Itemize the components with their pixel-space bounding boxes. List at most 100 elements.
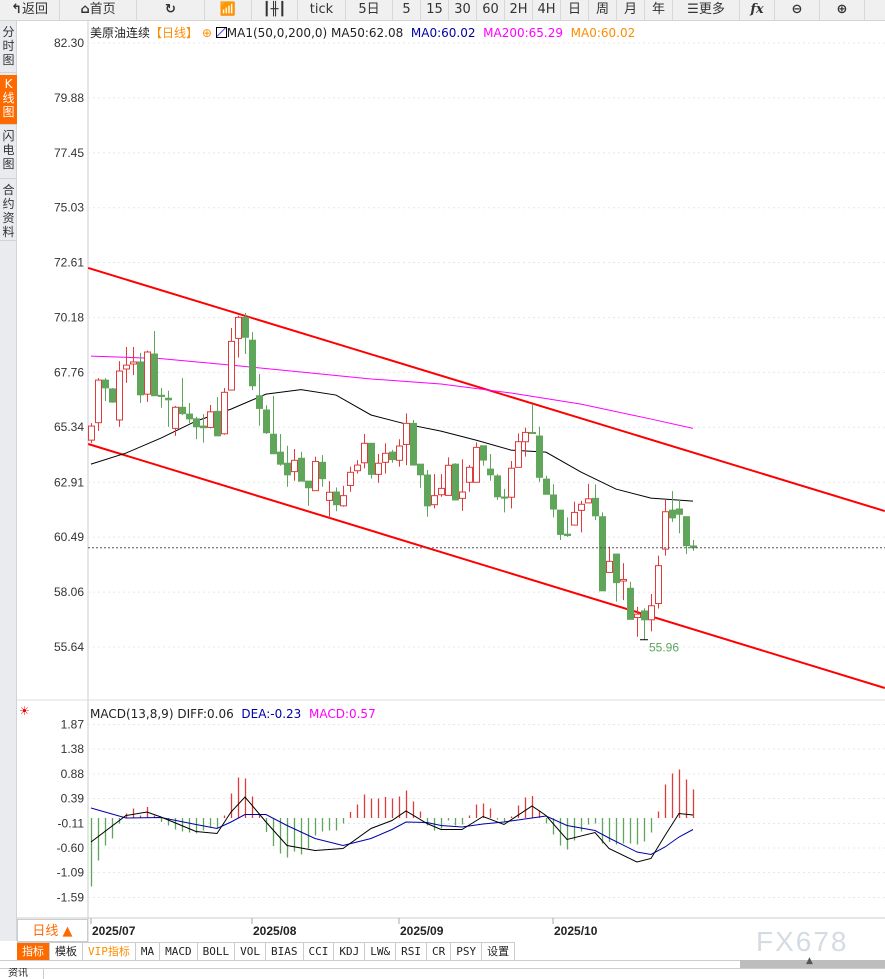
sidebar-tab-1[interactable]: K线图 [0,75,17,125]
candle [354,460,361,474]
crosshair-icon[interactable]: ⊕ [201,26,212,40]
sidebar-tab-3[interactable]: 合约资料 [0,181,17,241]
indicator-tab-ma[interactable]: MA [135,943,161,961]
toolbar-button-15[interactable]: 15 [421,0,449,20]
toolbar-button-refresh[interactable]: ↻ [137,0,205,20]
indicator-tab-kdj[interactable]: KDJ [334,943,366,961]
toolbar-button-5[interactable]: 5 [393,0,421,20]
indicator-tab-macd[interactable]: MACD [160,943,198,961]
candle-body [585,498,592,504]
candle-body [480,445,487,461]
candle [88,423,95,444]
candle [326,481,333,519]
candle-body [88,425,95,441]
toolbar-label: 周 [595,2,609,17]
candle-body [599,516,606,592]
candle [333,487,340,512]
candle-body [424,474,431,507]
candle [382,443,389,474]
candle-body [291,459,298,473]
candle [501,488,508,513]
horizontal-scrollbar[interactable] [0,960,885,968]
macd-name: MACD(13,8,9) [90,707,174,721]
candle [522,427,529,457]
collapse-panel-button[interactable]: ▲ [740,956,885,968]
candle-body [340,495,347,507]
candle-body [431,495,438,506]
toolbar-button-line-chart[interactable]: 📶 [205,0,252,20]
indicator-tab-lw&[interactable]: LW& [365,943,397,961]
indicator-tab-设置[interactable]: 设置 [482,943,516,961]
indicator-icon[interactable] [215,27,227,38]
indicator-tab-vol[interactable]: VOL [235,943,266,961]
candle-body [172,406,179,429]
toolbar-button-back-arrow[interactable]: ↰返回 [0,0,60,20]
toolbar-button-4H[interactable]: 4H [533,0,561,20]
sidebar-tab-2[interactable]: 闪电图 [0,127,17,179]
toolbar-button-月[interactable]: 月 [617,0,645,20]
toolbar-button-menu[interactable]: ☰更多 [673,0,740,20]
candle [417,463,424,488]
candle-body [263,409,270,434]
toolbar-button-日[interactable]: 日 [561,0,589,20]
candle-body [123,364,130,370]
candle-body [494,475,501,498]
candle [249,332,256,391]
settings-sun-icon[interactable]: ☀ [19,704,30,718]
candle [676,499,683,534]
candle-body [410,422,417,466]
indicator-tab-vip指标[interactable]: VIP指标 [83,943,136,961]
candle-body [515,441,522,468]
candle-body [116,370,123,421]
indicator-tab-boll[interactable]: BOLL [197,943,236,961]
indicator-tab-指标[interactable]: 指标 [17,943,50,961]
date-tick-label: 2025/08 [253,924,297,938]
sidebar-tab-0[interactable]: 分时图 [0,23,17,73]
candle-body [522,431,529,443]
period-selector[interactable]: 日线 ▲ [17,919,88,942]
toolbar-button-zoom-in[interactable]: ⊕ [820,0,865,20]
candle-body [627,587,634,620]
ma200-value: MA200:65.29 [483,26,564,40]
candle [186,402,193,424]
price-tick-label: 82.30 [54,36,84,50]
toolbar-button-周[interactable]: 周 [589,0,617,20]
toolbar-button-tick[interactable]: tick [298,0,346,20]
toolbar-button-60[interactable]: 60 [477,0,505,20]
toolbar-button-年[interactable]: 年 [645,0,673,20]
toolbar-button-zoom-out[interactable]: ⊖ [775,0,820,20]
indicator-tab-模板[interactable]: 模板 [50,943,83,961]
candle-body [179,406,186,415]
candle-body [501,496,508,499]
candle-body [270,433,277,455]
candle [466,465,473,492]
candle-body [214,410,221,437]
candle [438,474,445,497]
period-label: 【日线】 [150,26,199,40]
price-tick-label: 60.49 [54,530,84,544]
price-tick-label: 79.88 [54,91,84,105]
candle-body [158,394,165,397]
indicator-tab-cr[interactable]: CR [427,943,452,961]
candle [361,434,368,469]
toolbar-button-5日[interactable]: 5日 [346,0,393,20]
candle-body [312,460,319,492]
macd-tick-label: 1.38 [61,742,85,756]
indicator-tab-cci[interactable]: CCI [303,943,335,961]
indicator-tab-rsi[interactable]: RSI [396,943,427,961]
indicator-tab-psy[interactable]: PSY [451,943,483,961]
toolbar-button-2H[interactable]: 2H [505,0,533,20]
candle [634,606,641,637]
indicator-tab-bias[interactable]: BIAS [266,943,304,961]
candle-body [508,467,515,498]
dea-line [90,807,694,856]
price-tick-label: 58.06 [54,585,84,599]
news-tab[interactable]: 资讯 [0,968,44,979]
toolbar-button-home[interactable]: ⌂首页 [60,0,137,20]
candle-body [543,478,550,495]
candle [396,439,403,467]
toolbar-button-30[interactable]: 30 [449,0,477,20]
toolbar-button-candlestick[interactable]: ┃╫┃ [252,0,298,20]
toolbar-button-formula[interactable]: fx [740,0,775,20]
